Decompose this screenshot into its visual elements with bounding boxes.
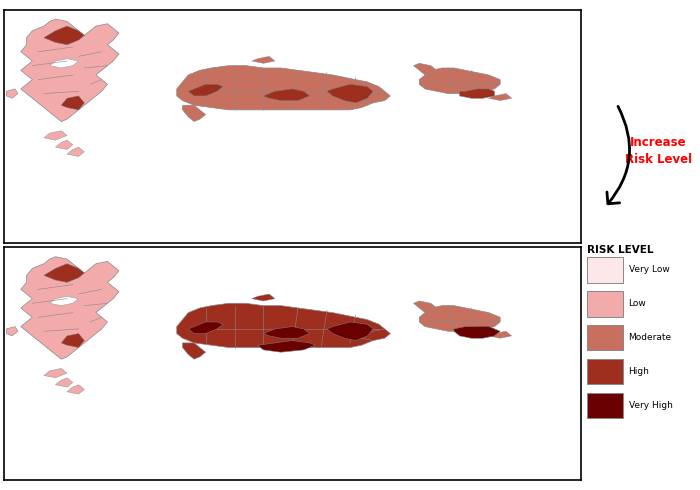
Polygon shape (460, 326, 494, 336)
Polygon shape (55, 140, 73, 149)
Polygon shape (176, 66, 385, 110)
Text: High: High (629, 367, 650, 376)
Polygon shape (6, 89, 18, 98)
Polygon shape (62, 96, 85, 110)
Text: Moderate: Moderate (629, 333, 672, 342)
Polygon shape (183, 343, 206, 359)
Polygon shape (21, 257, 119, 359)
Polygon shape (67, 147, 85, 156)
Polygon shape (183, 105, 206, 122)
Polygon shape (176, 303, 385, 347)
Polygon shape (414, 301, 437, 313)
FancyBboxPatch shape (587, 359, 623, 384)
Polygon shape (252, 56, 275, 63)
Polygon shape (6, 326, 18, 336)
Polygon shape (50, 296, 78, 306)
Polygon shape (263, 89, 309, 100)
Polygon shape (55, 378, 73, 387)
Polygon shape (419, 68, 500, 94)
Polygon shape (414, 63, 437, 75)
Polygon shape (489, 331, 512, 338)
Polygon shape (460, 89, 494, 98)
Polygon shape (489, 94, 512, 100)
FancyBboxPatch shape (587, 257, 623, 283)
Polygon shape (327, 322, 373, 341)
Polygon shape (188, 84, 223, 96)
FancyBboxPatch shape (587, 291, 623, 317)
FancyArrowPatch shape (607, 106, 629, 204)
Text: Low: Low (629, 299, 646, 308)
FancyBboxPatch shape (587, 392, 623, 418)
Polygon shape (44, 26, 85, 45)
Text: Very High: Very High (629, 401, 673, 410)
Text: Increase
Risk Level: Increase Risk Level (625, 136, 692, 166)
Polygon shape (44, 368, 67, 378)
Polygon shape (258, 341, 315, 352)
Polygon shape (252, 294, 275, 301)
Polygon shape (21, 19, 119, 122)
Polygon shape (362, 329, 391, 341)
Polygon shape (454, 326, 500, 338)
Text: RISK LEVEL: RISK LEVEL (587, 245, 654, 255)
Polygon shape (44, 131, 67, 140)
Polygon shape (67, 385, 85, 394)
Polygon shape (50, 59, 78, 68)
Polygon shape (419, 306, 500, 331)
Polygon shape (62, 334, 85, 347)
Polygon shape (44, 264, 85, 282)
Polygon shape (362, 91, 391, 103)
Polygon shape (327, 84, 373, 103)
Polygon shape (263, 326, 309, 338)
FancyBboxPatch shape (587, 325, 623, 350)
Polygon shape (188, 322, 223, 334)
Text: Very Low: Very Low (629, 266, 669, 274)
